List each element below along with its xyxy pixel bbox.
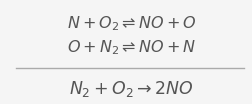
Text: $\mathit{O + N_2 \rightleftharpoons NO + N}$: $\mathit{O + N_2 \rightleftharpoons NO +… xyxy=(67,39,195,57)
Text: $\mathit{N_2 + O_2 \rightarrow 2NO}$: $\mathit{N_2 + O_2 \rightarrow 2NO}$ xyxy=(69,79,193,99)
Text: $\mathit{N + O_2 \rightleftharpoons NO + O}$: $\mathit{N + O_2 \rightleftharpoons NO +… xyxy=(67,14,196,33)
